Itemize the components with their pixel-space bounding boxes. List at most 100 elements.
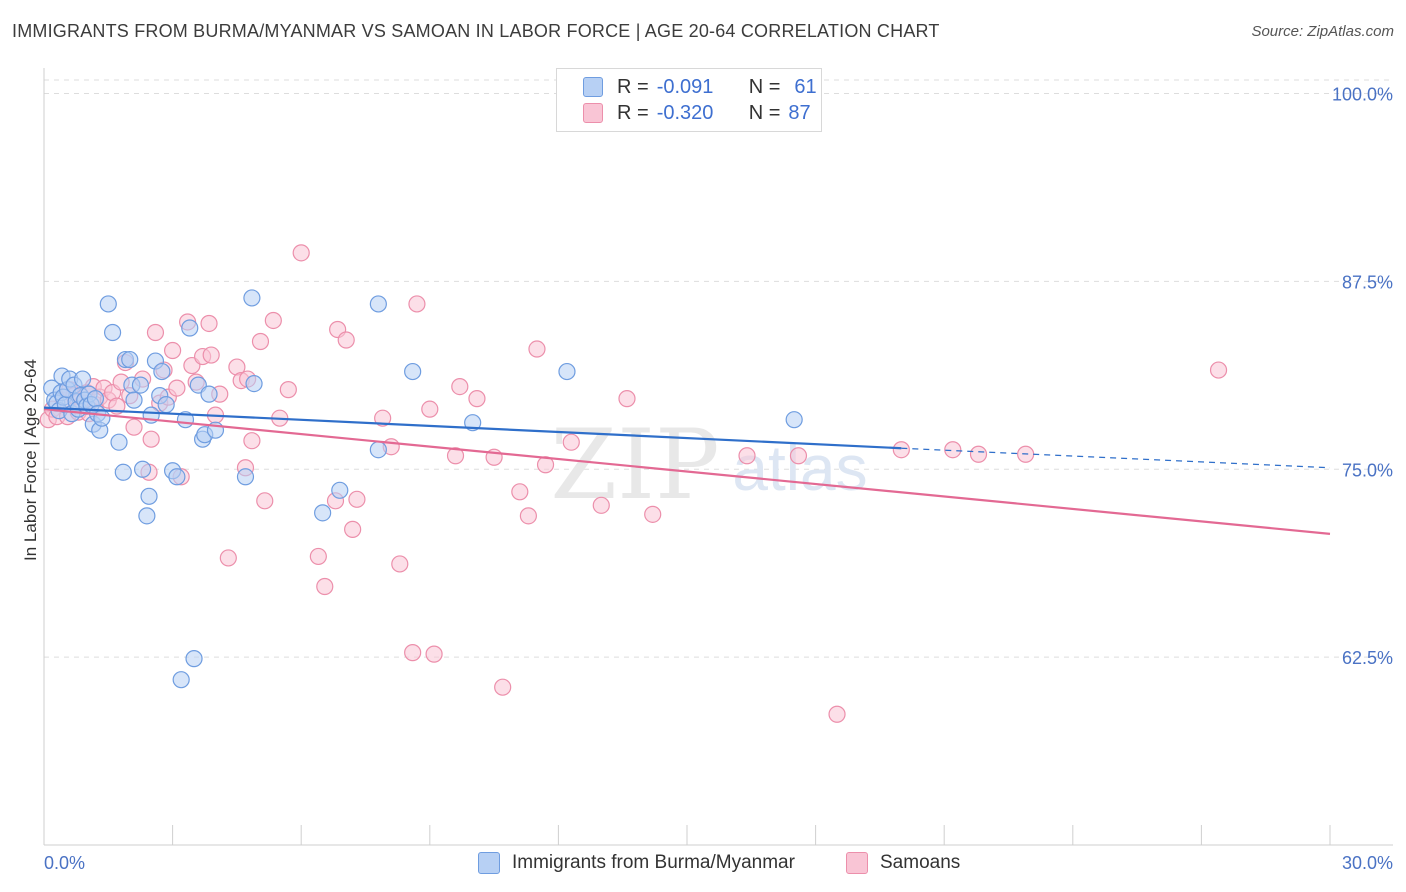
- samoan-point: [528, 340, 546, 358]
- samoan-point: [251, 332, 270, 351]
- legend-n-value: 87: [788, 101, 811, 124]
- samoan-point: [511, 483, 529, 501]
- samoan-point: [264, 311, 282, 330]
- burma-point: [236, 468, 255, 486]
- x-tick-label-max: 30.0%: [1342, 853, 1393, 873]
- samoan-point: [309, 547, 327, 566]
- burma-point: [131, 376, 150, 394]
- samoan-point: [279, 381, 297, 399]
- samoan-point: [592, 496, 610, 514]
- samoan-point: [256, 492, 274, 510]
- burma-point: [125, 391, 143, 409]
- burma-point: [331, 481, 349, 499]
- legend-n-value: 61: [794, 75, 817, 98]
- burma-point: [243, 289, 261, 307]
- burma-point: [245, 374, 263, 393]
- legend-item-burma[interactable]: Immigrants from Burma/Myanmar: [478, 852, 795, 874]
- samoan-point: [337, 331, 355, 349]
- samoan-point: [644, 505, 662, 523]
- burma-point: [157, 396, 175, 414]
- burma-point: [140, 487, 158, 505]
- burma-point: [114, 463, 132, 481]
- legend-row-samoans: R = -0.320 N = 87: [583, 101, 811, 125]
- samoan-point: [391, 555, 409, 573]
- samoans-points: [39, 244, 1228, 723]
- samoan-point: [408, 295, 426, 313]
- legend-n-label: N =: [748, 101, 781, 124]
- series-legend: Immigrants from Burma/Myanmar Samoans: [0, 852, 1406, 878]
- samoan-point: [789, 447, 808, 465]
- burma-point: [369, 295, 387, 313]
- burma-point: [121, 350, 139, 369]
- samoan-point: [425, 645, 443, 663]
- burma-point: [93, 409, 111, 427]
- samoan-point: [828, 705, 846, 723]
- samoans-trend-line: [43, 408, 1331, 535]
- legend-r-label: R =: [617, 75, 649, 98]
- burma-point: [153, 362, 171, 381]
- burma-trend-line: [43, 406, 902, 450]
- samoan-point: [562, 433, 580, 451]
- samoan-point: [969, 445, 988, 463]
- y-tick-labels: 62.5% 75.0% 87.5% 100.0%: [1332, 85, 1393, 669]
- legend-swatch-pink: [583, 103, 603, 123]
- y-tick-label: 62.5%: [1342, 648, 1393, 668]
- burma-point: [369, 441, 387, 459]
- burma-point: [110, 433, 128, 451]
- samoan-point: [125, 418, 143, 436]
- samoan-point: [468, 390, 486, 408]
- samoan-point: [446, 447, 465, 465]
- burma-point: [200, 385, 218, 403]
- stats-legend: R = -0.091 N = 61 R = -0.320 N = 87: [556, 68, 822, 132]
- legend-swatch-blue: [583, 77, 603, 97]
- samoan-point: [344, 520, 362, 538]
- samoan-point: [316, 577, 334, 596]
- samoan-point: [200, 314, 218, 333]
- samoan-point: [738, 447, 756, 465]
- legend-row-burma: R = -0.091 N = 61: [583, 75, 817, 99]
- burma-point: [172, 671, 190, 689]
- burma-point: [314, 504, 332, 522]
- y-tick-label: 75.0%: [1342, 460, 1393, 480]
- grid-lines: [44, 79, 1393, 658]
- samoan-point: [292, 244, 310, 262]
- burma-point: [404, 362, 422, 381]
- samoan-point: [892, 441, 910, 459]
- samoan-point: [202, 346, 220, 364]
- legend-swatch-pink: [846, 852, 868, 874]
- y-axis-label: In Labor Force | Age 20-64: [21, 359, 40, 561]
- y-tick-label: 100.0%: [1332, 85, 1393, 105]
- burma-trend-extension: [901, 447, 1331, 469]
- samoan-point: [374, 409, 392, 427]
- legend-label-samoans: Samoans: [880, 852, 961, 873]
- samoan-point: [146, 323, 165, 342]
- samoan-point: [494, 678, 512, 696]
- samoan-point: [142, 430, 160, 448]
- samoan-point: [219, 549, 237, 567]
- burma-point: [103, 323, 122, 342]
- axes: [43, 68, 1393, 846]
- samoan-point: [944, 441, 962, 459]
- legend-r-value: -0.091: [656, 75, 714, 98]
- watermark-zip: ZIP: [550, 409, 719, 521]
- burma-point: [138, 507, 156, 525]
- samoan-point: [519, 507, 537, 525]
- burma-point: [99, 295, 117, 313]
- chart-title: IMMIGRANTS FROM BURMA/MYANMAR VS SAMOAN …: [12, 21, 940, 41]
- legend-r-value: -0.320: [656, 101, 714, 124]
- burma-point: [785, 411, 803, 429]
- samoan-point: [164, 341, 182, 360]
- legend-item-samoans[interactable]: Samoans: [846, 852, 960, 874]
- legend-swatch-blue: [478, 852, 500, 874]
- legend-r-label: R =: [617, 101, 649, 124]
- burma-point: [558, 362, 576, 381]
- samoan-point: [618, 390, 636, 408]
- burma-point: [181, 319, 199, 337]
- x-tick-label-min: 0.0%: [44, 853, 85, 873]
- legend-label-burma: Immigrants from Burma/Myanmar: [512, 852, 795, 873]
- legend-n-label: N =: [748, 75, 781, 98]
- burma-point: [73, 370, 92, 388]
- samoan-point: [348, 490, 366, 508]
- samoan-point: [1209, 361, 1228, 379]
